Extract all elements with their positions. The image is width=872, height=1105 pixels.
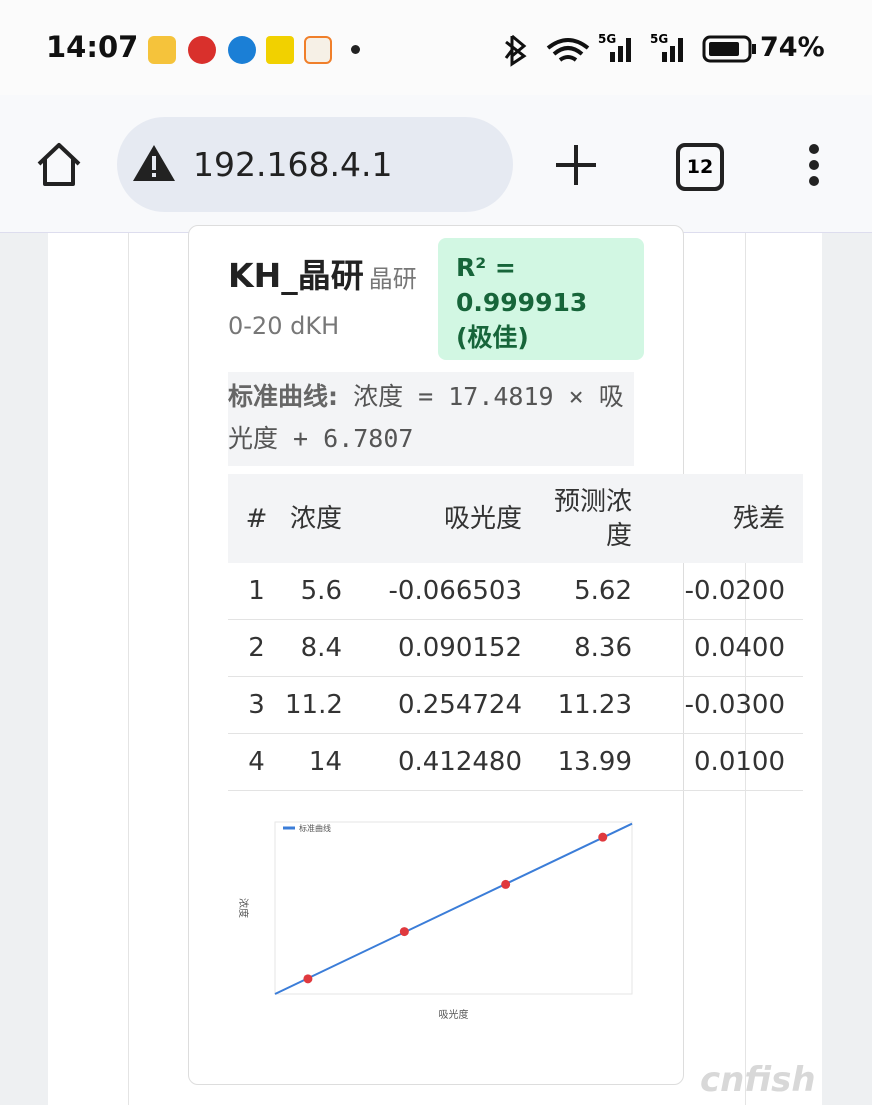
data-table: # 浓度 吸光度 预测浓度 残差 1 5.6 -0.066503 5.62 -0.0200 2 8.4… [228, 474, 803, 791]
data-point [399, 927, 409, 937]
card-subtitle: 晶研 0-20 dKH [228, 265, 417, 340]
menu-button[interactable] [804, 143, 824, 187]
table-cell: -0.0200 [650, 563, 803, 620]
app-icon [148, 36, 176, 64]
legend-label: 标准曲线 [299, 823, 331, 833]
table-cell: 8.4 [285, 619, 360, 677]
table-cell: 5.62 [540, 563, 650, 620]
table-cell: 4 [228, 733, 285, 791]
dot [351, 45, 360, 54]
data-point [501, 879, 511, 889]
data-point [598, 832, 608, 842]
app-icon [188, 36, 216, 64]
formula-box: 标准曲线: 浓度 = 17.4819 × 吸光度 + 6.7807 [228, 372, 634, 466]
table-cell: -0.0300 [650, 676, 803, 734]
table-cell: 0.254724 [360, 676, 540, 734]
clock: 14:07 [46, 30, 139, 64]
card-header: KH_晶研 晶研 0-20 dKH [228, 254, 423, 351]
table-cell: 11.23 [540, 676, 650, 734]
r2-badge: R² = 0.999913 (极佳) [438, 238, 644, 360]
fit-line [274, 822, 633, 995]
signal-label: 5G [650, 32, 669, 46]
app-icon [266, 36, 294, 64]
table-row: 2 8.4 0.090152 8.36 0.0400 [228, 619, 803, 677]
column-header: # [228, 474, 285, 563]
y-axis-label: 浓度 [237, 898, 250, 918]
table-cell: 13.99 [540, 733, 650, 791]
column-header: 吸光度 [360, 474, 540, 563]
status-icons [504, 34, 683, 67]
table-cell: 0.412480 [360, 733, 540, 791]
table-row: 3 11.2 0.254724 11.23 -0.0300 [228, 676, 803, 734]
battery-icon [702, 35, 756, 63]
status-bar: 14:07 5G 5G 74% [0, 0, 872, 95]
battery-level: 74% [760, 32, 825, 63]
table-cell: 2 [228, 619, 285, 677]
table-cell: 0.0400 [650, 619, 803, 677]
table-cell: 5.6 [285, 563, 360, 620]
warning-icon [133, 145, 175, 181]
table-cell: 0.090152 [360, 619, 540, 677]
home-button[interactable] [34, 140, 84, 190]
new-tab-button[interactable] [553, 142, 599, 188]
column-header: 残差 [650, 474, 803, 563]
plot-area [274, 821, 633, 995]
table-cell: 11.2 [285, 676, 360, 734]
table-cell: 3 [228, 676, 285, 734]
table-row: 4 14 0.412480 13.99 0.0100 [228, 733, 803, 791]
table-cell: 14 [285, 733, 360, 791]
x-axis-label: 吸光度 [439, 1008, 469, 1021]
card-title: KH_晶研 [228, 256, 364, 295]
formula: 浓度 = 17.4819 × 吸光度 + 6.7807 [228, 382, 624, 453]
app-icon [304, 36, 332, 64]
tab-count[interactable]: 12 [676, 143, 724, 191]
signal-label: 5G [598, 32, 617, 46]
address-bar[interactable]: 192.168.4.1 [117, 117, 513, 212]
table-cell: 8.36 [540, 619, 650, 677]
app-icon [228, 36, 256, 64]
column-header: 预测浓度 [540, 474, 650, 563]
table-row: 1 5.6 -0.066503 5.62 -0.0200 [228, 563, 803, 620]
data-point [303, 974, 313, 984]
table-cell: -0.066503 [360, 563, 540, 620]
column-header: 浓度 [285, 474, 360, 563]
table-cell: 0.0100 [650, 733, 803, 791]
legend-swatch [283, 826, 295, 830]
url-text: 192.168.4.1 [193, 145, 393, 184]
formula-label: 标准曲线: [228, 382, 338, 411]
chart: 吸光度 浓度 标准曲线 [237, 821, 633, 1021]
table-cell: 1 [228, 563, 285, 620]
watermark: cnfish [700, 1060, 816, 1100]
